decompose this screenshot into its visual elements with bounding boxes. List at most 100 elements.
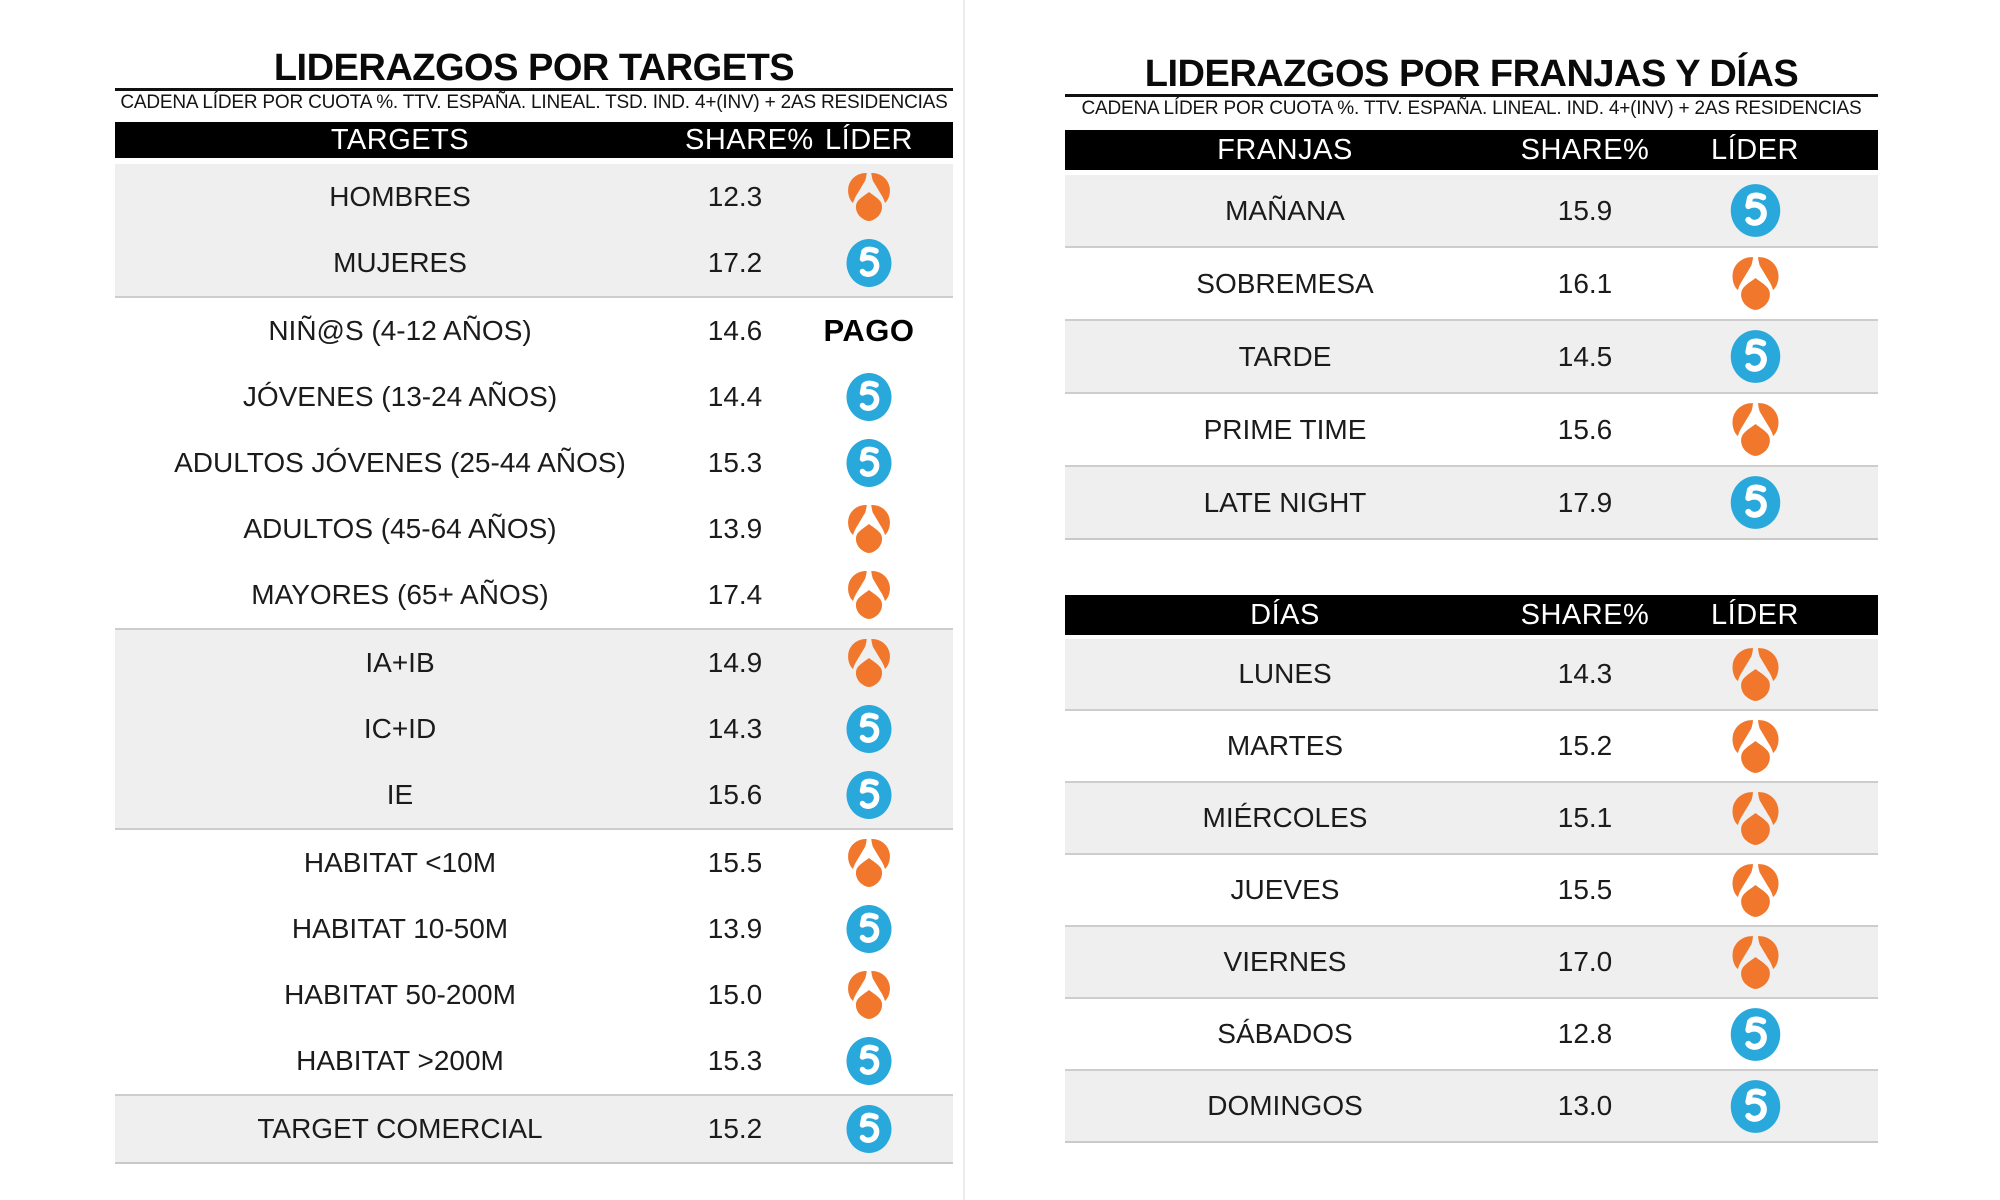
share-value: 12.8: [1557, 1018, 1613, 1049]
share-value: 15.1: [1557, 802, 1613, 833]
leader-cell: [785, 1103, 953, 1155]
telecinco-logo-icon: [846, 771, 892, 819]
row-label: JÓVENES (13-24 AÑOS): [242, 381, 558, 412]
column-header-share: SHARE%: [685, 123, 814, 156]
antena3-logo-icon: [848, 638, 890, 687]
column-header-lider: LÍDER: [1711, 598, 1799, 631]
table-row: MAYORES (65+ AÑOS) 17.4: [115, 562, 953, 628]
telecinco-logo-icon: [1730, 1007, 1780, 1061]
row-label: IC+ID: [363, 713, 437, 744]
row-label: MAÑANA: [1225, 194, 1345, 226]
table-row: LUNES 14.3: [1065, 639, 1878, 709]
table-row: MARTES 15.2: [1065, 709, 1878, 781]
share-value: 15.3: [707, 1045, 763, 1076]
column-header-targets: TARGETS: [330, 123, 470, 156]
row-label: MARTES: [1226, 730, 1344, 761]
leader-cell: [785, 769, 953, 821]
column-header-lider: LÍDER: [825, 123, 913, 156]
row-label: PRIME TIME: [1203, 413, 1367, 445]
telecinco-logo-icon: [846, 1037, 892, 1085]
antena3-logo-icon: [1732, 403, 1778, 456]
row-label: IA+IB: [365, 647, 435, 678]
telecinco-logo-icon: [846, 439, 892, 487]
row-label: SÁBADOS: [1217, 1018, 1353, 1049]
share-value: 15.2: [1557, 730, 1613, 761]
leader-cell: [785, 237, 953, 289]
leader-cell: [1665, 474, 1845, 531]
table-row: SOBREMESA 16.1: [1065, 246, 1878, 319]
row-label: TARGET COMERCIAL: [257, 1113, 543, 1144]
antena3-logo-icon: [1732, 647, 1778, 701]
share-value: 14.6: [707, 315, 763, 346]
table-row: ADULTOS (45-64 AÑOS) 13.9: [115, 496, 953, 562]
table-row: MUJERES 17.2: [115, 230, 953, 296]
row-label: JUEVES: [1230, 874, 1340, 905]
row-label: VIERNES: [1223, 946, 1347, 977]
leader-cell: [785, 903, 953, 955]
leader-cell: [785, 703, 953, 755]
table-row: PRIME TIME 15.6: [1065, 392, 1878, 465]
row-label: DOMINGOS: [1207, 1090, 1363, 1121]
franjas-table-header: FRANJAS SHARE% LÍDER: [1065, 130, 1878, 170]
leader-cell: [785, 569, 953, 621]
table-row: VIERNES 17.0: [1065, 925, 1878, 997]
share-value: 16.1: [1557, 267, 1613, 299]
table-row: DOMINGOS 13.0: [1065, 1069, 1878, 1141]
antena3-logo-icon: [848, 970, 890, 1019]
telecinco-logo-icon: [1730, 330, 1780, 383]
row-label: LATE NIGHT: [1203, 486, 1367, 518]
table-row: TARGET COMERCIAL 15.2: [115, 1094, 953, 1162]
row-label: HABITAT >200M: [296, 1045, 504, 1076]
row-label: LUNES: [1238, 658, 1332, 689]
row-label: MAYORES (65+ AÑOS): [251, 579, 549, 610]
leader-cell: [785, 969, 953, 1021]
table-row: HABITAT 50-200M 15.0: [115, 962, 953, 1028]
row-label: HABITAT 10-50M: [291, 913, 509, 944]
leader-cell: [1665, 646, 1845, 703]
table-row: MAÑANA 15.9: [1065, 175, 1878, 246]
leader-cell: [1665, 401, 1845, 458]
dias-table-header: DÍAS SHARE% LÍDER: [1065, 595, 1878, 635]
share-value: 17.9: [1557, 486, 1613, 518]
leader-cell: [1665, 790, 1845, 847]
antena3-logo-icon: [848, 570, 890, 619]
antena3-logo-icon: [1732, 719, 1778, 773]
table-row: JUEVES 15.5: [1065, 853, 1878, 925]
share-value: 13.9: [707, 913, 763, 944]
row-label: HABITAT <10M: [303, 847, 497, 878]
row-label: ADULTOS JÓVENES (25-44 AÑOS): [174, 447, 626, 478]
column-header-lider: LÍDER: [1711, 133, 1799, 166]
leader-cell: [785, 371, 953, 423]
table-row: HABITAT >200M 15.3: [115, 1028, 953, 1094]
telecinco-logo-icon: [1730, 184, 1780, 237]
share-value: 14.9: [707, 647, 763, 678]
leader-cell: [785, 837, 953, 889]
row-label: IE: [386, 779, 414, 810]
leader-cell: [1665, 934, 1845, 991]
table-row: SÁBADOS 12.8: [1065, 997, 1878, 1069]
share-value: 15.6: [1557, 413, 1613, 445]
share-value: 17.2: [707, 247, 763, 278]
table-row: LATE NIGHT 17.9: [1065, 465, 1878, 538]
row-label: HOMBRES: [329, 181, 471, 212]
share-value: 17.0: [1557, 946, 1613, 977]
leader-cell: [1665, 328, 1845, 385]
share-value: 15.2: [707, 1113, 763, 1144]
column-header-share: SHARE%: [1520, 133, 1650, 166]
share-value: 12.3: [707, 181, 763, 212]
leader-cell: [1665, 255, 1845, 312]
antena3-logo-icon: [1732, 257, 1778, 310]
antena3-logo-icon: [1732, 935, 1778, 989]
antena3-logo-icon: [848, 172, 890, 221]
telecinco-logo-icon: [846, 1105, 892, 1153]
page-title: LIDERAZGOS POR FRANJAS Y DÍAS: [1144, 53, 1799, 95]
share-value: 15.5: [1557, 874, 1613, 905]
leader-cell: PAGO: [785, 313, 953, 349]
dias-table-body: LUNES 14.3 MARTES 15.2 MIÉRCOLES 15.1 JUEVE…: [1065, 639, 1878, 1143]
table-row: IC+ID 14.3: [115, 696, 953, 762]
table-row: HOMBRES 12.3: [115, 164, 953, 230]
leader-cell: [785, 437, 953, 489]
panel-subtitle: CADENA LÍDER POR CUOTA %. TTV. ESPAÑA. L…: [1081, 98, 1862, 119]
telecinco-logo-icon: [1730, 476, 1780, 529]
